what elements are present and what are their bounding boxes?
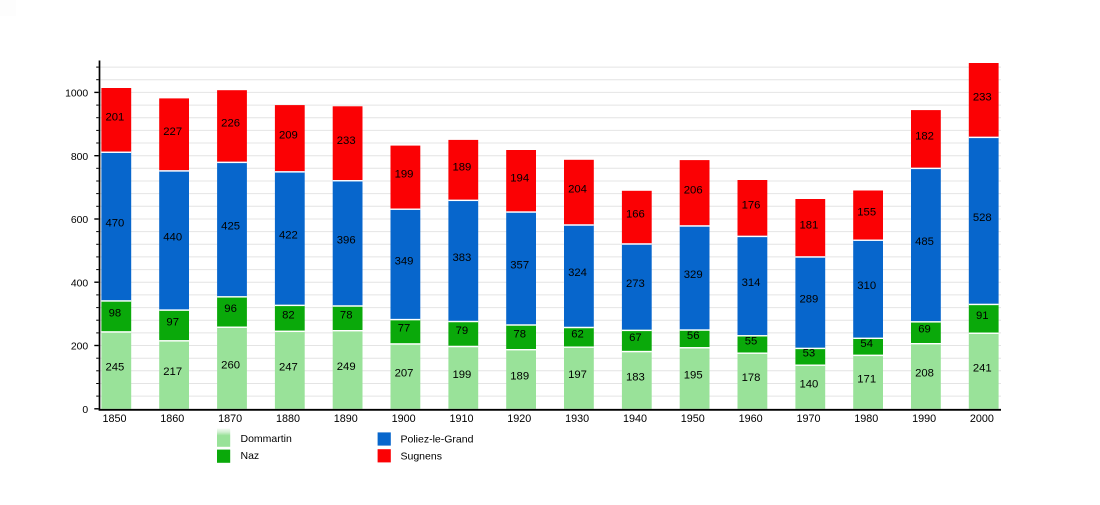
svg-text:422: 422 bbox=[279, 230, 298, 242]
svg-text:208: 208 bbox=[915, 368, 934, 380]
svg-text:425: 425 bbox=[221, 221, 240, 233]
svg-text:140: 140 bbox=[799, 378, 818, 390]
svg-text:178: 178 bbox=[742, 372, 761, 384]
svg-text:241: 241 bbox=[973, 362, 992, 374]
svg-text:62: 62 bbox=[571, 328, 584, 340]
svg-text:53: 53 bbox=[803, 348, 816, 360]
svg-text:181: 181 bbox=[799, 219, 818, 231]
svg-text:194: 194 bbox=[510, 172, 529, 184]
svg-text:396: 396 bbox=[337, 234, 356, 246]
svg-text:217: 217 bbox=[163, 366, 182, 378]
svg-text:91: 91 bbox=[976, 310, 989, 322]
svg-text:207: 207 bbox=[395, 368, 414, 380]
svg-text:1000: 1000 bbox=[65, 89, 88, 100]
svg-text:78: 78 bbox=[513, 328, 526, 340]
svg-text:77: 77 bbox=[398, 323, 411, 335]
svg-text:383: 383 bbox=[452, 252, 471, 264]
svg-text:1910: 1910 bbox=[449, 413, 473, 425]
svg-text:485: 485 bbox=[915, 236, 934, 248]
svg-text:183: 183 bbox=[626, 371, 645, 383]
svg-text:1960: 1960 bbox=[739, 413, 763, 425]
svg-text:400: 400 bbox=[71, 278, 89, 289]
svg-text:197: 197 bbox=[568, 369, 587, 381]
svg-text:324: 324 bbox=[568, 267, 587, 279]
svg-text:55: 55 bbox=[745, 335, 758, 347]
svg-text:209: 209 bbox=[279, 130, 298, 142]
svg-text:273: 273 bbox=[626, 278, 645, 290]
svg-text:528: 528 bbox=[973, 212, 992, 224]
svg-text:1990: 1990 bbox=[912, 413, 936, 425]
svg-text:54: 54 bbox=[860, 338, 873, 350]
svg-text:1880: 1880 bbox=[276, 413, 300, 425]
svg-text:1900: 1900 bbox=[392, 413, 416, 425]
svg-text:200: 200 bbox=[71, 342, 89, 353]
svg-text:1870: 1870 bbox=[218, 413, 242, 425]
svg-text:199: 199 bbox=[395, 169, 414, 181]
svg-text:289: 289 bbox=[799, 294, 818, 306]
svg-text:1950: 1950 bbox=[681, 413, 705, 425]
svg-text:204: 204 bbox=[568, 184, 587, 196]
svg-text:247: 247 bbox=[279, 361, 298, 373]
svg-text:155: 155 bbox=[857, 207, 876, 219]
svg-text:176: 176 bbox=[742, 200, 761, 212]
svg-text:440: 440 bbox=[163, 231, 182, 243]
svg-text:227: 227 bbox=[163, 126, 182, 138]
svg-text:1980: 1980 bbox=[854, 413, 878, 425]
svg-text:245: 245 bbox=[105, 362, 124, 374]
svg-text:1940: 1940 bbox=[623, 413, 647, 425]
svg-text:78: 78 bbox=[340, 309, 353, 321]
svg-text:1920: 1920 bbox=[507, 413, 531, 425]
svg-text:98: 98 bbox=[109, 307, 122, 319]
svg-text:201: 201 bbox=[105, 111, 124, 123]
svg-text:249: 249 bbox=[337, 361, 356, 373]
svg-text:182: 182 bbox=[915, 131, 934, 143]
svg-text:97: 97 bbox=[166, 316, 179, 328]
svg-text:600: 600 bbox=[71, 215, 89, 226]
svg-text:357: 357 bbox=[510, 259, 529, 271]
svg-text:189: 189 bbox=[510, 371, 529, 383]
svg-text:1860: 1860 bbox=[160, 413, 184, 425]
svg-text:195: 195 bbox=[684, 370, 703, 382]
svg-text:310: 310 bbox=[857, 280, 876, 292]
svg-text:166: 166 bbox=[626, 209, 645, 221]
svg-text:206: 206 bbox=[684, 184, 703, 196]
svg-text:2000: 2000 bbox=[970, 413, 994, 425]
svg-text:171: 171 bbox=[857, 373, 876, 385]
svg-text:329: 329 bbox=[684, 269, 703, 281]
svg-text:Naz: Naz bbox=[241, 450, 260, 462]
svg-text:800: 800 bbox=[71, 152, 89, 163]
svg-text:349: 349 bbox=[395, 255, 414, 267]
svg-text:1970: 1970 bbox=[796, 413, 820, 425]
svg-text:Dommartin: Dommartin bbox=[241, 433, 293, 445]
svg-text:96: 96 bbox=[224, 303, 237, 315]
svg-text:226: 226 bbox=[221, 118, 240, 130]
svg-text:314: 314 bbox=[742, 277, 761, 289]
svg-text:470: 470 bbox=[105, 218, 124, 230]
svg-text:233: 233 bbox=[973, 91, 992, 103]
svg-text:82: 82 bbox=[282, 309, 295, 321]
svg-text:199: 199 bbox=[452, 369, 471, 381]
svg-text:189: 189 bbox=[452, 161, 471, 173]
svg-text:260: 260 bbox=[221, 359, 240, 371]
svg-text:1930: 1930 bbox=[565, 413, 589, 425]
svg-text:1850: 1850 bbox=[102, 413, 126, 425]
svg-text:0: 0 bbox=[82, 405, 88, 416]
svg-text:1890: 1890 bbox=[334, 413, 358, 425]
svg-text:Sugnens: Sugnens bbox=[401, 450, 442, 462]
svg-text:79: 79 bbox=[456, 325, 469, 337]
svg-text:56: 56 bbox=[687, 330, 700, 342]
svg-text:67: 67 bbox=[629, 332, 642, 344]
svg-text:233: 233 bbox=[337, 135, 356, 147]
svg-text:69: 69 bbox=[918, 324, 931, 336]
svg-text:Poliez-le-Grand: Poliez-le-Grand bbox=[401, 434, 474, 446]
